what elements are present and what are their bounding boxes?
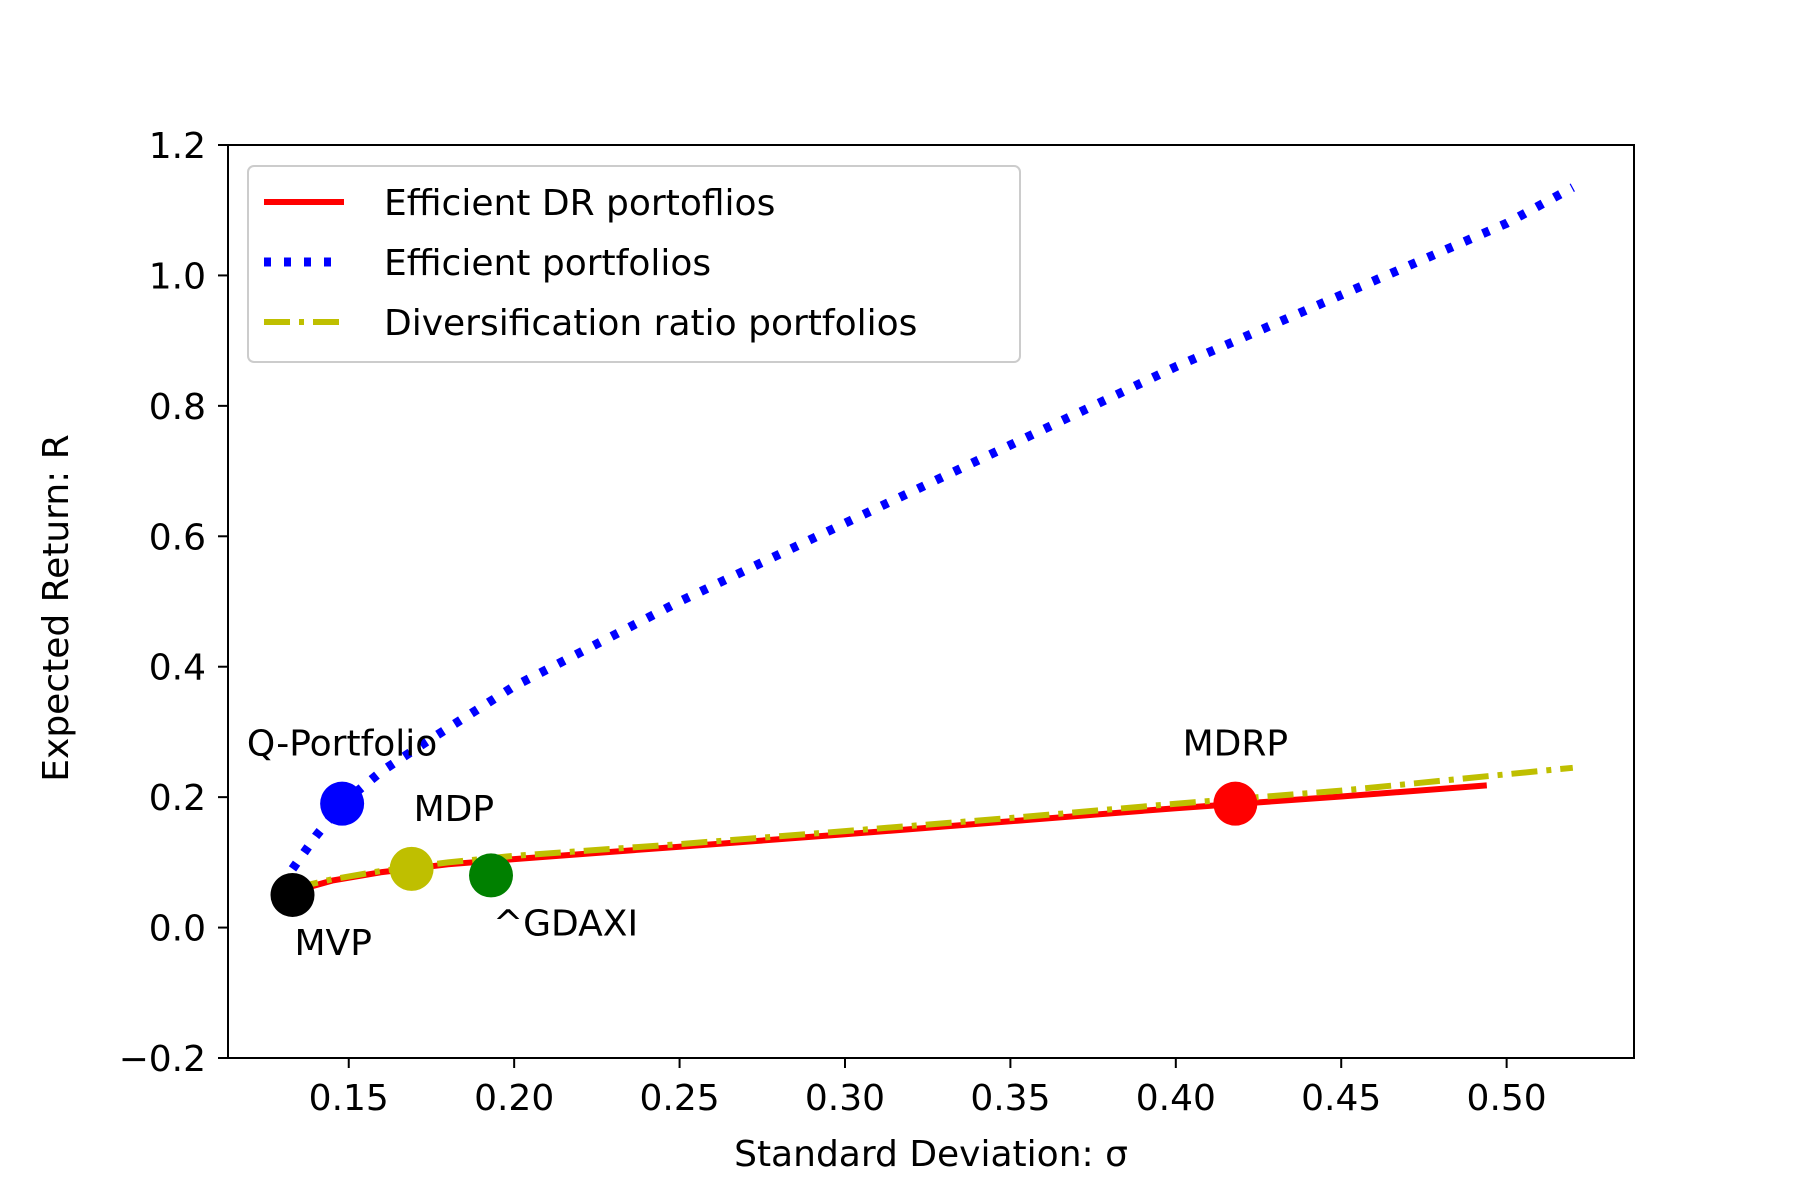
x-tick-label-0: 0.15	[309, 1078, 389, 1119]
y-tick-label-0: −0.2	[119, 1039, 206, 1080]
point-4	[1213, 781, 1258, 826]
x-tick-label-3: 0.30	[805, 1078, 885, 1119]
y-tick-label-3: 0.4	[149, 648, 206, 689]
y-tick-label-5: 0.8	[149, 387, 206, 428]
x-axis-label: Standard Deviation: σ	[734, 1134, 1128, 1175]
point-1	[320, 781, 365, 826]
x-tick-label-1: 0.20	[474, 1078, 554, 1119]
x-tick-label-5: 0.40	[1136, 1078, 1216, 1119]
point-label-1: Q-Portfolio	[247, 724, 437, 765]
legend-entry-2: Diversification ratio portfolios	[384, 303, 917, 344]
y-tick-label-6: 1.0	[149, 256, 206, 297]
x-tick-label-7: 0.50	[1467, 1078, 1547, 1119]
point-label-4: MDRP	[1183, 724, 1289, 765]
y-axis-label: Expected Return: R	[36, 434, 77, 781]
point-0	[270, 872, 315, 917]
point-label-3: ^GDAXI	[493, 903, 638, 944]
point-2	[389, 846, 434, 891]
point-label-2: MDP	[414, 789, 495, 830]
x-tick-label-4: 0.35	[970, 1078, 1050, 1119]
y-tick-label-2: 0.2	[149, 778, 206, 819]
y-tick-label-7: 1.2	[149, 126, 206, 167]
legend: Efficient DR portoflios Efficient portfol…	[247, 165, 1021, 363]
legend-frame	[247, 165, 1021, 363]
axes: 0.15 0.20 0.25 0.30 0.35 0.40 0.45 0.50 −0.2 0.0 0…	[119, 126, 1635, 1119]
legend-entry-0: Efficient DR portoflios	[384, 183, 775, 224]
point-label-0: MVP	[295, 923, 372, 964]
y-tick-label-4: 0.6	[149, 517, 206, 558]
series-line-2	[291, 764, 1574, 892]
x-tick-label-2: 0.25	[639, 1078, 719, 1119]
plot-area: MVP Q-Portfolio MDP ^GDAXI MDRP	[247, 183, 1575, 964]
point-3	[469, 853, 514, 898]
y-tick-label-1: 0.0	[149, 909, 206, 950]
x-tick-label-6: 0.45	[1301, 1078, 1381, 1119]
axes-frame	[227, 144, 1635, 1059]
legend-entry-1: Efficient portfolios	[384, 243, 711, 284]
